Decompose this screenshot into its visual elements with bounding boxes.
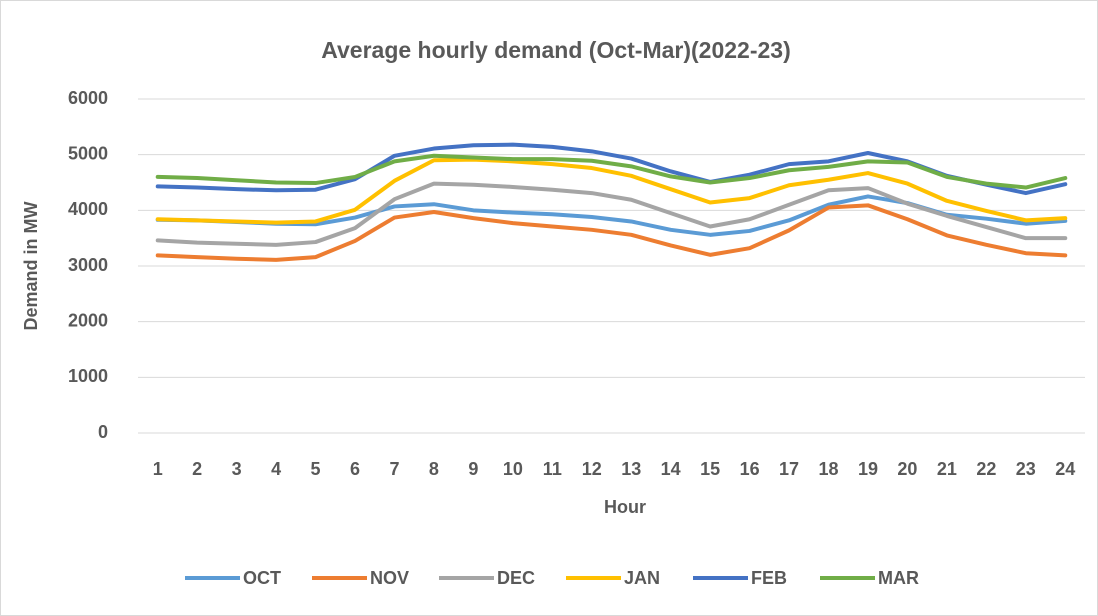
y-tick-label: 5000 <box>68 143 108 163</box>
x-tick-label: 18 <box>819 459 839 479</box>
x-tick-label: 1 <box>153 459 163 479</box>
x-axis-label: Hour <box>604 497 646 517</box>
x-tick-label: 5 <box>311 459 321 479</box>
x-tick-label: 14 <box>661 459 681 479</box>
x-tick-label: 8 <box>429 459 439 479</box>
x-tick-label: 15 <box>700 459 720 479</box>
y-tick-label: 0 <box>98 422 108 442</box>
x-tick-label: 19 <box>858 459 878 479</box>
legend-label: NOV <box>370 568 409 588</box>
x-tick-label: 22 <box>976 459 996 479</box>
x-tick-label: 7 <box>389 459 399 479</box>
y-tick-label: 4000 <box>68 199 108 219</box>
y-tick-label: 1000 <box>68 366 108 386</box>
x-tick-label: 20 <box>897 459 917 479</box>
x-tick-label: 2 <box>192 459 202 479</box>
x-tick-label: 10 <box>503 459 523 479</box>
x-tick-label: 3 <box>232 459 242 479</box>
legend-label: FEB <box>751 568 787 588</box>
legend-label: MAR <box>878 568 919 588</box>
x-tick-label: 13 <box>621 459 641 479</box>
x-tick-label: 6 <box>350 459 360 479</box>
x-tick-label: 23 <box>1016 459 1036 479</box>
x-tick-label: 17 <box>779 459 799 479</box>
series-line <box>155 203 1068 262</box>
legend-label: OCT <box>243 568 281 588</box>
x-tick-label: 11 <box>543 459 562 479</box>
x-tick-label: 21 <box>937 459 957 479</box>
x-tick-label: 9 <box>468 459 478 479</box>
x-tick-label: 24 <box>1055 459 1075 479</box>
y-tick-label: 2000 <box>68 310 108 330</box>
legend-label: JAN <box>624 568 660 588</box>
x-tick-label: 12 <box>582 459 602 479</box>
series-line <box>155 181 1068 247</box>
legend-label: DEC <box>497 568 535 588</box>
y-tick-label: 6000 <box>68 88 108 108</box>
x-tick-label: 16 <box>740 459 760 479</box>
y-tick-label: 3000 <box>68 255 108 275</box>
series-line <box>155 157 1068 225</box>
y-axis-label: Demand in MW <box>21 201 41 330</box>
series-line <box>155 153 1068 190</box>
x-tick-label: 4 <box>271 459 281 479</box>
chart-title: Average hourly demand (Oct-Mar)(2022-23) <box>321 37 791 63</box>
